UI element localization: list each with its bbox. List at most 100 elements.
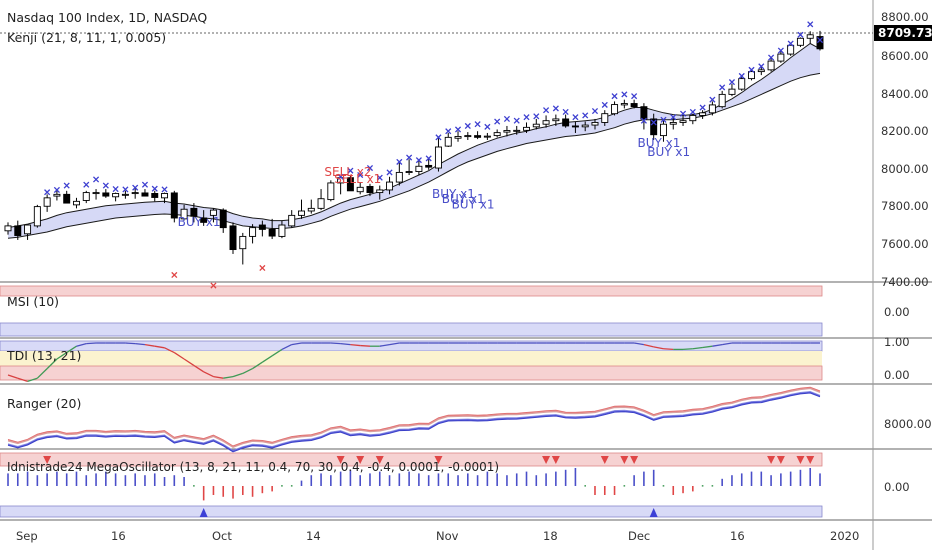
cross-marker bbox=[533, 113, 540, 120]
candle-body bbox=[415, 165, 423, 172]
cross-marker bbox=[768, 54, 775, 61]
tdi-segment bbox=[692, 346, 703, 350]
candle-body bbox=[14, 225, 22, 236]
tdi-line bbox=[7, 342, 820, 383]
candle-body bbox=[268, 228, 276, 237]
signal-label: SELL x2 bbox=[324, 165, 371, 179]
tdi-segment bbox=[634, 342, 645, 346]
tdi-segment bbox=[173, 352, 185, 360]
cross-marker bbox=[660, 116, 667, 123]
candles bbox=[4, 30, 824, 265]
cross-marker bbox=[474, 121, 481, 128]
candle-body bbox=[92, 192, 100, 195]
tdi-segment bbox=[360, 344, 371, 347]
time-tick-label: 16 bbox=[730, 529, 745, 543]
cross-marker bbox=[141, 181, 149, 188]
band-lower-line bbox=[7, 72, 821, 239]
tdi-segment bbox=[135, 342, 146, 346]
candle-body bbox=[601, 113, 609, 123]
cross-marker bbox=[787, 40, 794, 47]
price-tag bbox=[874, 25, 932, 41]
time-tick-label: Nov bbox=[436, 529, 459, 543]
candle-body bbox=[591, 121, 599, 126]
time-tick-label: Dec bbox=[628, 529, 650, 543]
cross-marker bbox=[631, 93, 638, 100]
candle-body bbox=[112, 193, 120, 198]
candle-body bbox=[386, 181, 394, 191]
candle-body bbox=[493, 132, 501, 137]
candle-body bbox=[170, 192, 178, 219]
mega-down-marker bbox=[434, 456, 443, 464]
price-tick-label: 8400.00 bbox=[881, 87, 929, 101]
candle-body bbox=[425, 164, 433, 168]
price-tick-label: 8800.00 bbox=[881, 10, 929, 24]
tdi-segment bbox=[144, 343, 155, 347]
candle-body bbox=[679, 120, 687, 123]
tdi-segment bbox=[702, 345, 713, 349]
tdi-segment bbox=[281, 344, 292, 350]
mega-label: Idnistrade24 MegaOscillator (13, 8, 21, … bbox=[7, 460, 499, 474]
candle-body bbox=[434, 146, 442, 169]
cross-marker bbox=[132, 184, 139, 191]
cross-marker bbox=[689, 108, 696, 115]
candle-body bbox=[777, 53, 785, 62]
tdi-segment bbox=[46, 358, 58, 370]
candle-body bbox=[542, 120, 550, 125]
cross-marker bbox=[445, 128, 452, 135]
candle-body bbox=[43, 197, 51, 207]
signal-label: SELL x1 bbox=[334, 172, 381, 186]
tdi-segment bbox=[125, 342, 136, 345]
cross-marker bbox=[591, 107, 599, 115]
time-tick-label: 2020 bbox=[830, 529, 859, 543]
cross-marker bbox=[259, 264, 266, 272]
cross-marker bbox=[102, 182, 109, 189]
candle-body bbox=[562, 118, 570, 127]
ranger-band-line bbox=[7, 392, 821, 453]
tdi-segment bbox=[36, 368, 48, 379]
candle-body bbox=[630, 103, 638, 108]
cross-marker bbox=[210, 282, 217, 289]
kenji-label: Kenji (21, 8, 11, 1, 0.005) bbox=[7, 30, 166, 45]
cross-marker bbox=[53, 186, 60, 194]
cross-marker bbox=[83, 181, 90, 188]
cross-marker bbox=[611, 93, 618, 100]
candle-body bbox=[63, 193, 71, 204]
chart-title: Nasdaq 100 Index, 1D, NASDAQ bbox=[7, 10, 207, 25]
candle-body bbox=[748, 71, 756, 80]
candle-body bbox=[229, 225, 237, 251]
tdi-segment bbox=[56, 352, 68, 360]
mega-down-marker bbox=[776, 456, 785, 464]
candle-body bbox=[640, 106, 648, 120]
cross-marker bbox=[797, 31, 804, 38]
cross-marker bbox=[435, 134, 442, 141]
candle-body bbox=[53, 193, 61, 197]
mega-axis-label: 0.00 bbox=[884, 480, 910, 494]
candle-body bbox=[356, 186, 364, 193]
mega-down-marker bbox=[551, 456, 560, 464]
tdi-segment bbox=[76, 343, 87, 347]
price-tick-label: 7800.00 bbox=[881, 199, 929, 213]
ranger-label: Ranger (20) bbox=[7, 396, 81, 411]
candle-body bbox=[611, 104, 619, 115]
candle-body bbox=[738, 78, 746, 90]
signal-label: BUY x1 bbox=[637, 136, 680, 150]
tdi-axis-label: 1.00 bbox=[884, 335, 910, 349]
candle-body bbox=[532, 123, 540, 128]
mega-down-marker bbox=[767, 456, 776, 464]
candle-body bbox=[669, 121, 677, 125]
mega-red-zone bbox=[0, 452, 823, 467]
cross-marker bbox=[396, 158, 403, 165]
price-tick-label: 8200.00 bbox=[881, 124, 929, 138]
candle-body bbox=[249, 227, 257, 237]
tdi-segment bbox=[350, 343, 361, 347]
candle-body bbox=[4, 225, 12, 232]
candle-body bbox=[699, 112, 707, 116]
tdi-segment bbox=[340, 342, 351, 346]
msi-axis-label: 0.00 bbox=[884, 305, 910, 319]
mega-up-marker bbox=[199, 508, 208, 517]
cross-marker bbox=[386, 169, 393, 176]
candle-body bbox=[33, 206, 41, 227]
candle-body bbox=[327, 182, 335, 201]
